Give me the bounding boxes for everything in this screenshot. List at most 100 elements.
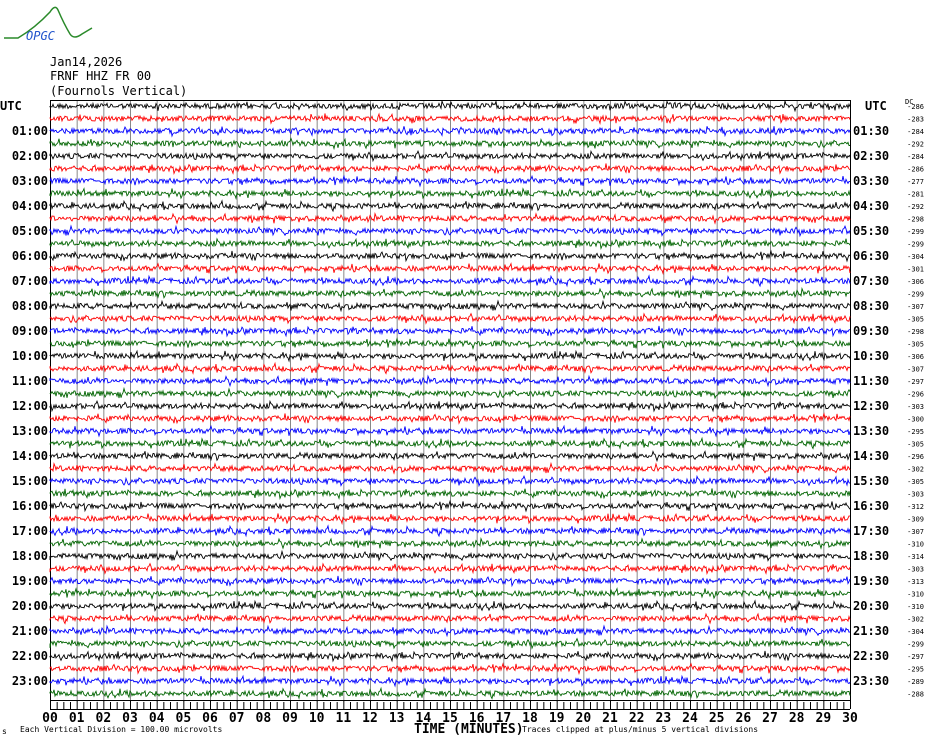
dc-offset-label: -310 bbox=[907, 603, 924, 611]
left-hour-label: 17:00 bbox=[12, 524, 48, 538]
trace-row-33 bbox=[49, 512, 851, 526]
x-tick-label: 07 bbox=[229, 711, 245, 726]
x-tick-label: 24 bbox=[682, 711, 698, 726]
trace-row-7 bbox=[49, 187, 851, 201]
right-hour-label: 12:30 bbox=[853, 399, 889, 413]
trace-row-23 bbox=[49, 386, 851, 400]
left-hour-label: 02:00 bbox=[12, 149, 48, 163]
trace-row-44 bbox=[49, 650, 851, 663]
x-tick-label: 11 bbox=[336, 711, 352, 726]
dc-offset-label: -305 bbox=[907, 478, 924, 486]
trace-row-12 bbox=[49, 249, 851, 263]
x-tick-label: 27 bbox=[762, 711, 778, 726]
dc-offset-label: -302 bbox=[907, 466, 924, 474]
right-hour-label: 21:30 bbox=[853, 624, 889, 638]
left-hour-label: 03:00 bbox=[12, 174, 48, 188]
x-tick-label: 02 bbox=[96, 711, 112, 726]
right-hour-label: 07:30 bbox=[853, 274, 889, 288]
x-tick-label: 23 bbox=[656, 711, 672, 726]
trace-row-8 bbox=[49, 199, 851, 213]
dc-offset-label: -299 bbox=[907, 228, 924, 236]
dc-offset-label: -307 bbox=[907, 303, 924, 311]
x-tick-label: 28 bbox=[789, 711, 805, 726]
left-hour-label: 12:00 bbox=[12, 399, 48, 413]
right-hour-label: 20:30 bbox=[853, 599, 889, 613]
left-hour-label: 22:00 bbox=[12, 649, 48, 663]
left-hour-label: 13:00 bbox=[12, 424, 48, 438]
trace-row-6 bbox=[49, 174, 851, 188]
dc-offset-label: -314 bbox=[907, 553, 924, 561]
trace-row-36 bbox=[49, 549, 851, 562]
trace-row-11 bbox=[49, 237, 851, 251]
left-hour-label: 11:00 bbox=[12, 374, 48, 388]
trace-row-39 bbox=[49, 587, 850, 601]
logo-text: OPGC bbox=[26, 29, 56, 43]
trace-row-34 bbox=[49, 524, 851, 538]
x-tick-label: 04 bbox=[149, 711, 165, 726]
left-hour-label: 05:00 bbox=[12, 224, 48, 238]
x-axis-title: TIME (MINUTES) bbox=[414, 722, 524, 737]
dc-offset-label: -301 bbox=[907, 266, 924, 274]
left-hour-label: UTC bbox=[0, 99, 22, 113]
dc-offset-label: -305 bbox=[907, 441, 924, 449]
clip-note: Traces clipped at plus/minus 5 vertical … bbox=[522, 725, 758, 734]
x-tick-label: 26 bbox=[736, 711, 752, 726]
dc-offset-label: -306 bbox=[907, 278, 924, 286]
corner-mark: s bbox=[2, 727, 7, 736]
trace-row-18 bbox=[49, 325, 851, 338]
opgc-logo: OPGC bbox=[4, 6, 93, 43]
x-tick-label: 29 bbox=[816, 711, 832, 726]
right-hour-label: 23:30 bbox=[853, 674, 889, 688]
dc-offset-label: -298 bbox=[907, 328, 924, 336]
x-tick-label: 14 bbox=[416, 711, 432, 726]
right-hour-label: 02:30 bbox=[853, 149, 889, 163]
scale-note: Each Vertical Division = 100.00 microvol… bbox=[20, 725, 222, 734]
dc-offset-label: -296 bbox=[907, 391, 924, 399]
left-hour-label: 16:00 bbox=[12, 499, 48, 513]
trace-row-3 bbox=[49, 137, 850, 151]
dc-offset-label: -296 bbox=[907, 453, 924, 461]
left-hour-label: 21:00 bbox=[12, 624, 48, 638]
x-tick-label: 08 bbox=[256, 711, 272, 726]
trace-row-45 bbox=[49, 662, 851, 675]
dc-offset-label: -277 bbox=[907, 178, 924, 186]
dc-offset-label: -299 bbox=[907, 291, 924, 299]
x-tick-label: 21 bbox=[602, 711, 618, 726]
right-hour-label: 04:30 bbox=[853, 199, 889, 213]
dc-offset-label: -307 bbox=[907, 366, 924, 374]
trace-row-46 bbox=[49, 674, 851, 688]
x-axis: 00 01 02 03 04 05 06 07 08 09 10 11 12 13 14 15 16 17 18 19… bbox=[42, 700, 858, 726]
trace-row-30 bbox=[49, 474, 851, 488]
x-tick-label: 19 bbox=[549, 711, 565, 726]
right-hour-label: 15:30 bbox=[853, 474, 889, 488]
trace-row-26 bbox=[49, 424, 851, 438]
dc-offset-label: -305 bbox=[907, 341, 924, 349]
dc-offset-label: -292 bbox=[907, 141, 924, 149]
dc-offset-label: -303 bbox=[907, 403, 924, 411]
right-hour-label: 17:30 bbox=[853, 524, 889, 538]
dc-offset-label: -306 bbox=[907, 353, 924, 361]
traces bbox=[49, 99, 851, 700]
x-tick-label: 10 bbox=[309, 711, 325, 726]
dc-offset-label: -295 bbox=[907, 666, 924, 674]
right-hour-label: 16:30 bbox=[853, 499, 889, 513]
dc-offset-label: -304 bbox=[907, 253, 924, 261]
dc-offset-label: -286 bbox=[907, 166, 924, 174]
left-hour-label: 09:00 bbox=[12, 324, 48, 338]
dc-offset-label: -299 bbox=[907, 641, 924, 649]
date-label: Jan14,2026 bbox=[50, 55, 122, 69]
left-hour-label: 07:00 bbox=[12, 274, 48, 288]
dc-offset-label: -283 bbox=[907, 116, 924, 124]
dc-offset-label: -288 bbox=[907, 691, 924, 699]
dc-offset-label: -289 bbox=[907, 678, 924, 686]
right-hour-label: 18:30 bbox=[853, 549, 889, 563]
dc-offset-label: -286 bbox=[907, 103, 924, 111]
dc-offset-label: -302 bbox=[907, 616, 924, 624]
dc-offset-label: -284 bbox=[907, 128, 924, 136]
dc-offset-label: -299 bbox=[907, 241, 924, 249]
trace-row-4 bbox=[49, 149, 851, 163]
right-hour-label: 03:30 bbox=[853, 174, 889, 188]
x-tick-label: 17 bbox=[496, 711, 512, 726]
